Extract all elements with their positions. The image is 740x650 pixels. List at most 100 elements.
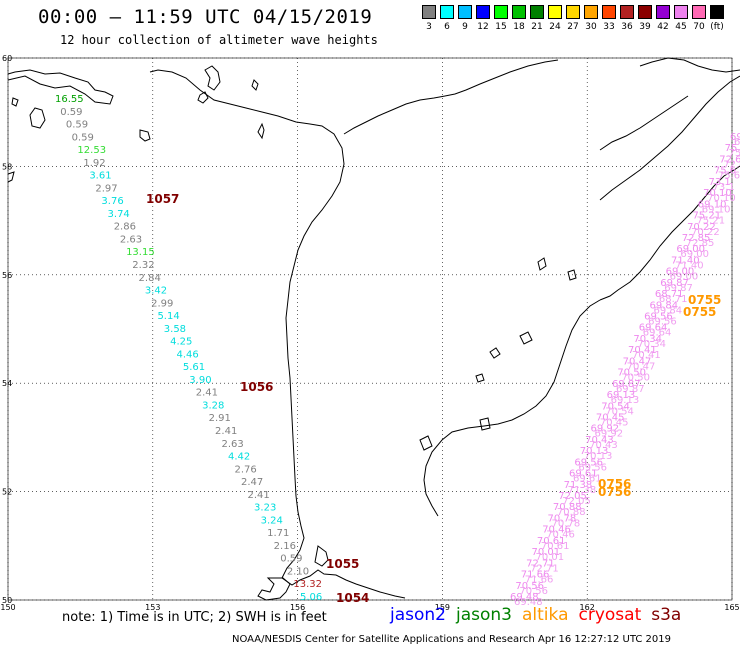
swh-value-label: 2.86 bbox=[114, 222, 136, 233]
swh-value-label: 75.6 bbox=[718, 171, 740, 182]
units-note: note: 1) Time is in UTC; 2) SWH is in fe… bbox=[62, 610, 327, 625]
swh-value-label: 70.50 bbox=[621, 373, 650, 384]
swh-value-label: 72.6 bbox=[723, 159, 740, 170]
colorbar-label: 42 bbox=[657, 22, 669, 32]
swh-value-label: 73.1 bbox=[709, 177, 731, 188]
swh-value-label: 69.92 bbox=[594, 429, 623, 440]
swh-value-label: 0.59 bbox=[66, 120, 88, 131]
pass-time-label: 0755 bbox=[688, 293, 721, 307]
swh-value-label: 72.71 bbox=[530, 563, 559, 574]
colorbar-label: 24 bbox=[549, 22, 561, 32]
swh-value-label: 69.00 bbox=[666, 267, 695, 278]
legend-altika: altika bbox=[522, 605, 569, 625]
swh-value-label: 72.05 bbox=[562, 496, 591, 507]
colorbar-label: 21 bbox=[531, 22, 543, 32]
swh-value-label: 5.14 bbox=[157, 311, 179, 322]
colorbar-label: 15 bbox=[495, 22, 507, 32]
swh-value-label: 70.47 bbox=[623, 356, 652, 367]
swh-value-label: 70.88 bbox=[553, 502, 582, 513]
colorbar-label: 30 bbox=[585, 22, 597, 32]
coastline bbox=[7, 57, 740, 601]
swh-value-label: 69.13 bbox=[611, 395, 640, 406]
colorbar-swatch bbox=[638, 5, 652, 19]
swh-value-label: 69.10 bbox=[698, 199, 727, 210]
legend-cryosat: cryosat bbox=[578, 605, 642, 625]
swh-value-label: 70.78 bbox=[552, 518, 581, 529]
swh-value-label: 70.46 bbox=[542, 525, 571, 536]
colorbar-label: 12 bbox=[477, 22, 489, 32]
swh-value-label: 75.21 bbox=[696, 216, 725, 227]
swh-value-label: 71.40 bbox=[671, 255, 700, 266]
swh-value-label: 2.10 bbox=[287, 566, 309, 577]
pass-time-label: 1056 bbox=[240, 380, 273, 394]
swh-value-label: 4.25 bbox=[170, 337, 192, 348]
colorbar-swatch bbox=[620, 5, 634, 19]
swh-value-label: 70.61 bbox=[541, 541, 570, 552]
swh-value-label: 2.63 bbox=[120, 234, 142, 245]
colorbar-swatch bbox=[440, 5, 454, 19]
swh-value-label: 2.41 bbox=[196, 388, 218, 399]
swh-value-label: 13.32 bbox=[293, 579, 322, 590]
swh-value-label: 13.15 bbox=[126, 247, 155, 258]
swh-value-label: 2.84 bbox=[139, 273, 161, 284]
swh-value-label: 69.87 bbox=[612, 379, 641, 390]
track-west-labels: 16.550.590.590.5912.531.923.612.973.763.… bbox=[55, 94, 322, 603]
swh-value-label: 71.38 bbox=[564, 480, 593, 491]
colorbar-swatch bbox=[530, 5, 544, 19]
swh-value-label: 69. bbox=[730, 132, 740, 143]
swh-value-label: 69.84 bbox=[650, 300, 679, 311]
colorbar-label: 36 bbox=[621, 22, 633, 32]
swh-value-label: 75.21 bbox=[692, 211, 721, 222]
lat-tick-label: 58 bbox=[2, 162, 12, 171]
lon-tick-label: 159 bbox=[435, 603, 450, 612]
swh-value-label: 69.48 bbox=[514, 597, 543, 608]
swh-value-label: 70.41 bbox=[628, 345, 657, 356]
lat-tick-label: 56 bbox=[2, 271, 12, 280]
colorbar-swatch bbox=[584, 5, 598, 19]
mission-legend: jason2 jason3 altika cryosat s3a bbox=[390, 605, 691, 625]
swh-value-label: 2.41 bbox=[248, 490, 270, 501]
swh-value-label: 70.47 bbox=[627, 361, 656, 372]
swh-value-label: 72.71 bbox=[526, 558, 555, 569]
swh-value-label: 69.56 bbox=[648, 317, 677, 328]
swh-value-label: 4.42 bbox=[228, 452, 250, 463]
swh-value-label: 70.41 bbox=[632, 350, 661, 361]
swh-value-label: 69.48 bbox=[510, 592, 539, 603]
swh-value-label: 69.64 bbox=[639, 323, 668, 334]
pass-time-label: 0756 bbox=[598, 477, 631, 491]
swh-value-label: 69.87 bbox=[660, 278, 689, 289]
swh-value-label: 69.10 bbox=[702, 204, 731, 215]
swh-value-label: 75. bbox=[725, 143, 740, 154]
swh-value-label: 0.59 bbox=[72, 132, 94, 143]
swh-value-label: 2.47 bbox=[241, 477, 263, 488]
map-title: 00:00 – 11:59 UTC 04/15/2019 bbox=[38, 6, 373, 28]
swh-value-label: 72.85 bbox=[682, 233, 711, 244]
lat-tick-label: 54 bbox=[2, 379, 12, 388]
swh-value-label: 72.05 bbox=[558, 491, 587, 502]
swh-value-label: 71.66 bbox=[525, 575, 554, 586]
swh-value-label: 70.13 bbox=[584, 451, 613, 462]
swh-value-label: 5.06 bbox=[300, 592, 322, 603]
legend-s3a: s3a bbox=[651, 605, 682, 625]
swh-value-label: 3.90 bbox=[189, 375, 211, 386]
swh-value-label: 70.34 bbox=[633, 334, 662, 345]
swh-value-label: 3.74 bbox=[108, 209, 130, 220]
colorbar-label: 70 bbox=[693, 22, 705, 32]
swh-value-label: 3.28 bbox=[202, 400, 224, 411]
pass-time-label: 1054 bbox=[336, 591, 369, 605]
colorbar-swatch bbox=[512, 5, 526, 19]
colorbar-swatch bbox=[692, 5, 706, 19]
swh-value-label: 73.1 bbox=[713, 182, 735, 193]
swh-value-label: 2.91 bbox=[209, 413, 231, 424]
swh-value-label: 69.64 bbox=[643, 328, 672, 339]
track-east-labels: 69.69.75.75.72.672.675.675.673.173.170.1… bbox=[510, 132, 740, 608]
swh-value-label: 70.01 bbox=[535, 552, 564, 563]
swh-value-label: 3.23 bbox=[254, 503, 276, 514]
swh-value-label: 3.42 bbox=[145, 286, 167, 297]
swh-value-label: 70.10 bbox=[707, 193, 736, 204]
swh-value-label: 69.61 bbox=[569, 469, 598, 480]
colorbar-swatch bbox=[602, 5, 616, 19]
lon-tick-label: 153 bbox=[145, 603, 160, 612]
